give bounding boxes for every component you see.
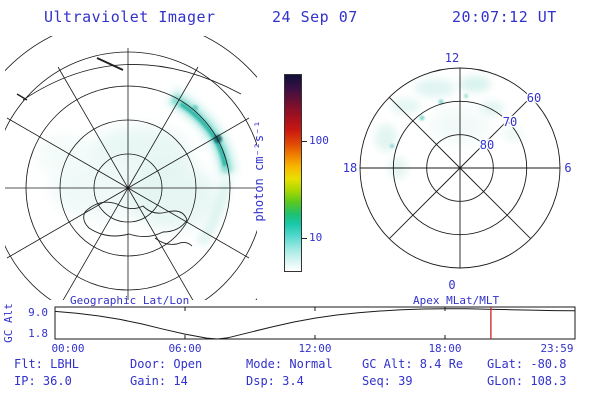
- strip-ylabel: GC Alt: [2, 303, 15, 343]
- right-plot-caption: Apex MLat/MLT: [413, 295, 499, 307]
- mlt-spokes: [360, 68, 560, 268]
- colorbar-ticklabel-10: 10: [309, 231, 323, 244]
- status-ip: IP: 36.0: [14, 374, 72, 388]
- geo-grid: [5, 36, 257, 300]
- ytick-9: 9.0: [28, 306, 48, 319]
- strip-frame: [54, 306, 576, 340]
- gc-alt-curve: [54, 308, 575, 340]
- mlt-label-12: 12: [445, 51, 459, 65]
- xtick-1200: 12:00: [298, 342, 331, 355]
- colorbar-tick-10: [302, 238, 307, 239]
- status-glon: GLon: 108.3: [487, 374, 567, 388]
- mlat-ring-label-80: 80: [480, 138, 494, 152]
- status-dsp: Dsp: 3.4: [246, 374, 304, 388]
- ytick-1-8: 1.8: [28, 327, 48, 340]
- status-door: Door: Open: [130, 357, 203, 371]
- intensity-colorbar: [284, 74, 302, 272]
- mlt-label-6: 6: [564, 161, 571, 175]
- header-time: 20:07:12 UT: [452, 8, 557, 26]
- status-mode: Mode: Normal: [246, 357, 333, 371]
- xtick-0000: 00:00: [51, 342, 84, 355]
- xtick-1800: 18:00: [428, 342, 461, 355]
- mlat-ring-label-60: 60: [527, 91, 541, 105]
- colorbar-ticklabel-100: 100: [309, 134, 329, 147]
- status-flt: Flt: LBHL: [14, 357, 80, 371]
- status-seq: Seq: 39: [362, 374, 413, 388]
- mlt-label-18: 18: [343, 161, 357, 175]
- coastlines: [16, 57, 193, 247]
- colorbar-units-label: photon cm⁻²s⁻¹: [252, 120, 266, 222]
- mlt-label-0: 0: [448, 278, 455, 292]
- header-date: 24 Sep 07: [272, 8, 358, 26]
- status-gain: Gain: 14: [130, 374, 188, 388]
- left-plot-caption: Geographic Lat/Lon: [70, 295, 189, 307]
- gc-alt-strip-chart: Geographic Lat/Lon Apex MLat/MLT GC Alt …: [2, 295, 576, 355]
- status-glat: GLat: -80.8: [487, 357, 567, 371]
- status-gc-alt: GC Alt: 8.4 Re: [362, 357, 464, 371]
- apex-polar-plot: 12 18 6 0 60 70 80: [343, 51, 572, 292]
- geographic-polar-plot: [5, 36, 257, 300]
- mlat-ring-label-70: 70: [503, 115, 517, 129]
- app-title: Ultraviolet Imager: [44, 8, 216, 26]
- xtick-0600: 06:00: [168, 342, 201, 355]
- strip-xticks: [184, 307, 446, 339]
- xtick-2359: 23:59: [540, 342, 573, 355]
- colorbar-tick-100: [302, 141, 307, 142]
